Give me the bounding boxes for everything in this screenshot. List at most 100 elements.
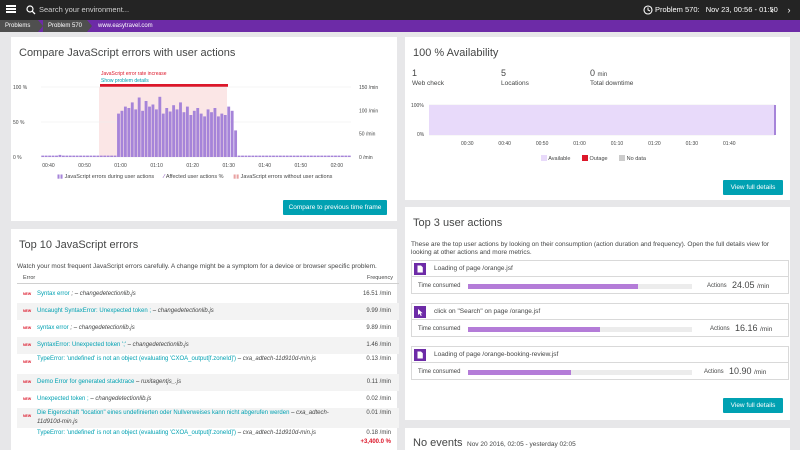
- chart-bar[interactable]: [344, 155, 348, 157]
- chart-bar[interactable]: [172, 105, 176, 157]
- chart-bar[interactable]: [89, 155, 93, 157]
- chart-bar[interactable]: [230, 110, 234, 157]
- error-link[interactable]: Uncaught SyntaxError: Unexpected token ;: [37, 308, 152, 314]
- col-frequency[interactable]: Frequency: [367, 275, 393, 281]
- chart-bar[interactable]: [340, 155, 344, 157]
- chart-bar[interactable]: [203, 116, 207, 157]
- chart-bar[interactable]: [261, 155, 265, 157]
- chart-bar[interactable]: [117, 113, 120, 157]
- chart-bar[interactable]: [309, 155, 313, 157]
- chart-bar[interactable]: [58, 154, 62, 157]
- chart-bar[interactable]: [330, 155, 334, 157]
- chart-bar[interactable]: [323, 155, 327, 157]
- chart-bar[interactable]: [68, 155, 72, 157]
- chart-bar[interactable]: [213, 108, 217, 157]
- chart-bar[interactable]: [96, 155, 100, 157]
- table-row[interactable]: TypeError: 'undefined' is not an object …: [17, 428, 399, 448]
- chart-bar[interactable]: [265, 155, 269, 157]
- availability-area[interactable]: [429, 105, 775, 135]
- user-action-name[interactable]: click on "Search" on page /orange.jsf: [434, 308, 541, 315]
- col-error[interactable]: Error: [23, 275, 36, 281]
- chart-bar[interactable]: [296, 155, 300, 157]
- chart-bar[interactable]: [347, 155, 351, 157]
- chart-bar[interactable]: [182, 112, 186, 157]
- chart-bar[interactable]: [247, 155, 251, 157]
- error-link[interactable]: Demo Error for generated stacktrace: [37, 379, 135, 385]
- chart-bar[interactable]: [272, 155, 275, 157]
- chart-bar[interactable]: [282, 155, 286, 157]
- chart-bar[interactable]: [134, 109, 138, 157]
- chart-bar[interactable]: [220, 113, 224, 157]
- error-link[interactable]: Syntax error: [37, 291, 70, 297]
- chart-bar[interactable]: [79, 155, 83, 157]
- chart-bar[interactable]: [189, 115, 193, 157]
- chart-bar[interactable]: [151, 104, 155, 158]
- compare-button[interactable]: Compare to previous time frame: [283, 200, 387, 215]
- chart-bar[interactable]: [227, 106, 231, 157]
- chart-bar[interactable]: [292, 155, 296, 157]
- chart-bar[interactable]: [103, 155, 107, 157]
- error-link[interactable]: Die Eigenschaft "location" eines undefin…: [37, 410, 290, 416]
- show-problem-details-link[interactable]: Show problem details: [101, 78, 149, 84]
- chart-bar[interactable]: [113, 155, 117, 157]
- chart-bar[interactable]: [223, 115, 227, 157]
- legend-item-errors-during[interactable]: ▮▮ JavaScript errors during user actions: [57, 174, 155, 180]
- chart-bar[interactable]: [237, 155, 241, 157]
- chart-bar[interactable]: [110, 155, 114, 157]
- chevron-right-icon[interactable]: ›: [787, 5, 791, 15]
- chart-bar[interactable]: [327, 155, 331, 157]
- chart-bar[interactable]: [92, 155, 96, 157]
- chart-bar[interactable]: [161, 113, 165, 157]
- chevron-left-icon[interactable]: ‹: [770, 5, 774, 15]
- chart-bar[interactable]: [154, 109, 158, 157]
- table-row[interactable]: NEW Unexpected token ; – changedetectionl…: [17, 391, 399, 408]
- table-row[interactable]: NEW Die Eigenschaft "location" eines unde…: [17, 408, 399, 428]
- user-actions-details-button[interactable]: View full details: [723, 398, 783, 413]
- chart-bar[interactable]: [306, 155, 310, 157]
- error-link[interactable]: syntax error: [37, 325, 69, 331]
- breadcrumb-problems[interactable]: Problems: [0, 20, 38, 32]
- chart-bar[interactable]: [196, 108, 200, 157]
- chart-bar[interactable]: [199, 113, 203, 157]
- legend-item-errors-without[interactable]: ▮▮ JavaScript errors without user action…: [233, 174, 333, 180]
- chart-bar[interactable]: [334, 155, 337, 157]
- breadcrumb-problem-570[interactable]: Problem 570: [43, 20, 87, 32]
- chart-bar[interactable]: [168, 111, 172, 158]
- error-link[interactable]: SyntaxError: Unexpected token ';': [37, 342, 127, 348]
- user-action-name[interactable]: Loading of page /orange-booking-review.j…: [434, 351, 559, 358]
- chart-bar[interactable]: [175, 109, 179, 157]
- chart-bar[interactable]: [210, 112, 213, 157]
- chart-bar[interactable]: [216, 116, 220, 157]
- chart-bar[interactable]: [258, 155, 262, 157]
- error-link[interactable]: TypeError: 'undefined' is not an object …: [37, 430, 237, 436]
- user-action-name[interactable]: Loading of page /orange.jsf: [434, 265, 513, 272]
- chart-bar[interactable]: [158, 96, 162, 157]
- chart-bar[interactable]: [86, 155, 89, 157]
- chart-bar[interactable]: [51, 155, 55, 157]
- chart-bar[interactable]: [123, 106, 127, 157]
- breadcrumb-site[interactable]: www.easytravel.com: [98, 23, 153, 29]
- chart-bar[interactable]: [275, 155, 279, 157]
- chart-bar[interactable]: [44, 155, 48, 157]
- chart-bar[interactable]: [41, 155, 45, 157]
- chart-bar[interactable]: [268, 155, 272, 157]
- chart-bar[interactable]: [130, 102, 134, 157]
- legend-item-affected[interactable]: ⁄ Affected user actions %: [163, 174, 224, 180]
- chart-bar[interactable]: [127, 108, 131, 157]
- error-link[interactable]: Unexpected token ;: [37, 396, 89, 402]
- search-input[interactable]: Search your environment...: [39, 5, 130, 14]
- chart-bar[interactable]: [99, 155, 103, 157]
- table-row[interactable]: NEW Demo Error for generated stacktrace –…: [17, 374, 399, 391]
- chart-bar[interactable]: [289, 155, 293, 157]
- chart-bar[interactable]: [141, 110, 145, 157]
- search-icon[interactable]: [26, 5, 36, 15]
- availability-details-button[interactable]: View full details: [723, 180, 783, 195]
- table-row[interactable]: NEW Uncaught SyntaxError: Unexpected toke…: [17, 303, 399, 320]
- menu-icon[interactable]: [6, 5, 16, 14]
- chart-bar[interactable]: [234, 130, 238, 157]
- chart-bar[interactable]: [148, 106, 151, 157]
- chart-bar[interactable]: [165, 108, 169, 157]
- chart-bar[interactable]: [82, 155, 86, 157]
- chart-bar[interactable]: [244, 155, 248, 157]
- clock-icon[interactable]: [643, 5, 653, 15]
